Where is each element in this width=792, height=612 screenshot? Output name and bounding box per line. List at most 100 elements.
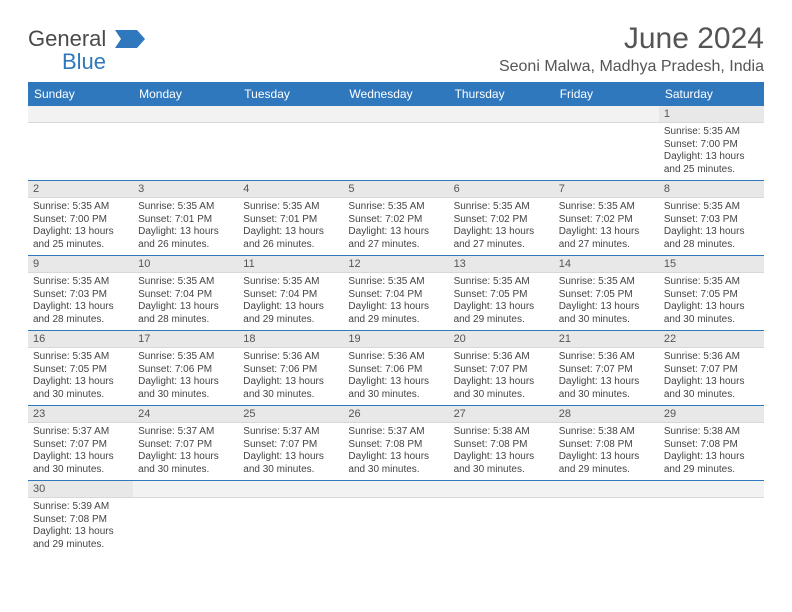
calendar-cell: . xyxy=(238,481,343,556)
sunset-label: Sunset: xyxy=(664,439,701,450)
day-number: 18 xyxy=(238,331,343,348)
daylight-label: Daylight: xyxy=(559,226,601,237)
daylight-label: Daylight: xyxy=(243,451,285,462)
day-body: Sunrise: 5:35 AMSunset: 7:05 PMDaylight:… xyxy=(449,273,554,330)
day-body: Sunrise: 5:35 AMSunset: 7:04 PMDaylight:… xyxy=(133,273,238,330)
daylight-label: Daylight: xyxy=(33,226,75,237)
sunrise-label: Sunrise: xyxy=(33,426,72,437)
sunset-label: Sunset: xyxy=(138,439,175,450)
daylight-label: Daylight: xyxy=(243,301,285,312)
calendar-cell: 19Sunrise: 5:36 AMSunset: 7:06 PMDayligh… xyxy=(343,331,448,406)
day-number: 16 xyxy=(28,331,133,348)
day-number: 7 xyxy=(554,181,659,198)
sunrise-value: 5:35 AM xyxy=(72,201,109,212)
sunrise-value: 5:37 AM xyxy=(283,426,320,437)
sunrise-label: Sunrise: xyxy=(33,276,72,287)
day-body: Sunrise: 5:39 AMSunset: 7:08 PMDaylight:… xyxy=(28,498,133,555)
day-body: Sunrise: 5:38 AMSunset: 7:08 PMDaylight:… xyxy=(449,423,554,480)
sunrise-label: Sunrise: xyxy=(559,426,598,437)
sunset-value: 7:00 PM xyxy=(701,139,738,150)
sunset-label: Sunset: xyxy=(243,439,280,450)
calendar-row: 30Sunrise: 5:39 AMSunset: 7:08 PMDayligh… xyxy=(28,481,764,556)
day-number: 22 xyxy=(659,331,764,348)
calendar-cell: 14Sunrise: 5:35 AMSunset: 7:05 PMDayligh… xyxy=(554,256,659,331)
sunrise-label: Sunrise: xyxy=(243,201,282,212)
calendar-cell: 11Sunrise: 5:35 AMSunset: 7:04 PMDayligh… xyxy=(238,256,343,331)
sunset-label: Sunset: xyxy=(138,289,175,300)
sunrise-label: Sunrise: xyxy=(664,276,703,287)
calendar-cell: 9Sunrise: 5:35 AMSunset: 7:03 PMDaylight… xyxy=(28,256,133,331)
sunset-value: 7:06 PM xyxy=(280,364,317,375)
calendar-cell: 25Sunrise: 5:37 AMSunset: 7:07 PMDayligh… xyxy=(238,406,343,481)
daylight-label: Daylight: xyxy=(33,526,75,537)
sunrise-value: 5:35 AM xyxy=(283,201,320,212)
sunrise-label: Sunrise: xyxy=(664,201,703,212)
day-number: 30 xyxy=(28,481,133,498)
calendar-cell: . xyxy=(133,481,238,556)
day-body: Sunrise: 5:36 AMSunset: 7:07 PMDaylight:… xyxy=(554,348,659,405)
daylight-label: Daylight: xyxy=(664,376,706,387)
sunrise-value: 5:36 AM xyxy=(283,351,320,362)
day-body: Sunrise: 5:35 AMSunset: 7:00 PMDaylight:… xyxy=(28,198,133,255)
calendar-cell: 8Sunrise: 5:35 AMSunset: 7:03 PMDaylight… xyxy=(659,181,764,256)
day-body: Sunrise: 5:35 AMSunset: 7:04 PMDaylight:… xyxy=(343,273,448,330)
sunset-value: 7:07 PM xyxy=(595,364,632,375)
day-body: Sunrise: 5:37 AMSunset: 7:07 PMDaylight:… xyxy=(28,423,133,480)
sunrise-label: Sunrise: xyxy=(348,201,387,212)
day-number: 28 xyxy=(554,406,659,423)
daylight-label: Daylight: xyxy=(454,226,496,237)
sunrise-value: 5:35 AM xyxy=(388,201,425,212)
sunrise-value: 5:35 AM xyxy=(283,276,320,287)
daylight-label: Daylight: xyxy=(348,451,390,462)
sunrise-label: Sunrise: xyxy=(138,426,177,437)
sunset-label: Sunset: xyxy=(138,364,175,375)
sunset-label: Sunset: xyxy=(454,364,491,375)
sunrise-label: Sunrise: xyxy=(348,276,387,287)
sunset-value: 7:04 PM xyxy=(280,289,317,300)
sunrise-value: 5:35 AM xyxy=(703,276,740,287)
day-body: Sunrise: 5:35 AMSunset: 7:05 PMDaylight:… xyxy=(28,348,133,405)
sunrise-value: 5:39 AM xyxy=(72,501,109,512)
calendar-cell: . xyxy=(449,481,554,556)
day-body: Sunrise: 5:36 AMSunset: 7:07 PMDaylight:… xyxy=(659,348,764,405)
day-number: 20 xyxy=(449,331,554,348)
sunset-label: Sunset: xyxy=(348,214,385,225)
calendar-row: 16Sunrise: 5:35 AMSunset: 7:05 PMDayligh… xyxy=(28,331,764,406)
day-number: 8 xyxy=(659,181,764,198)
daylight-label: Daylight: xyxy=(138,376,180,387)
calendar-cell: . xyxy=(133,106,238,181)
sunrise-value: 5:35 AM xyxy=(598,276,635,287)
sunset-label: Sunset: xyxy=(348,289,385,300)
calendar-row: 23Sunrise: 5:37 AMSunset: 7:07 PMDayligh… xyxy=(28,406,764,481)
day-body: Sunrise: 5:38 AMSunset: 7:08 PMDaylight:… xyxy=(659,423,764,480)
daylight-label: Daylight: xyxy=(664,226,706,237)
calendar-cell: 12Sunrise: 5:35 AMSunset: 7:04 PMDayligh… xyxy=(343,256,448,331)
sunrise-value: 5:35 AM xyxy=(178,201,215,212)
sunset-value: 7:05 PM xyxy=(70,364,107,375)
sunset-label: Sunset: xyxy=(559,364,596,375)
sunrise-label: Sunrise: xyxy=(243,426,282,437)
sunset-value: 7:08 PM xyxy=(490,439,527,450)
sunrise-value: 5:36 AM xyxy=(598,351,635,362)
day-number: 10 xyxy=(133,256,238,273)
sunrise-value: 5:35 AM xyxy=(72,276,109,287)
calendar-row: ......1Sunrise: 5:35 AMSunset: 7:00 PMDa… xyxy=(28,106,764,181)
daylight-label: Daylight: xyxy=(664,451,706,462)
day-number: 6 xyxy=(449,181,554,198)
calendar-cell: 3Sunrise: 5:35 AMSunset: 7:01 PMDaylight… xyxy=(133,181,238,256)
daylight-label: Daylight: xyxy=(33,376,75,387)
location: Seoni Malwa, Madhya Pradesh, India xyxy=(499,58,764,76)
sunset-value: 7:02 PM xyxy=(595,214,632,225)
sunset-value: 7:06 PM xyxy=(175,364,212,375)
calendar-cell: 29Sunrise: 5:38 AMSunset: 7:08 PMDayligh… xyxy=(659,406,764,481)
calendar-cell: 20Sunrise: 5:36 AMSunset: 7:07 PMDayligh… xyxy=(449,331,554,406)
calendar-cell: 5Sunrise: 5:35 AMSunset: 7:02 PMDaylight… xyxy=(343,181,448,256)
sunrise-value: 5:35 AM xyxy=(493,201,530,212)
day-body: Sunrise: 5:37 AMSunset: 7:08 PMDaylight:… xyxy=(343,423,448,480)
sunset-value: 7:05 PM xyxy=(490,289,527,300)
calendar-cell: . xyxy=(554,481,659,556)
logo: General Blue xyxy=(28,28,145,73)
sunset-value: 7:07 PM xyxy=(175,439,212,450)
sunset-label: Sunset: xyxy=(664,139,701,150)
sunset-label: Sunset: xyxy=(243,289,280,300)
